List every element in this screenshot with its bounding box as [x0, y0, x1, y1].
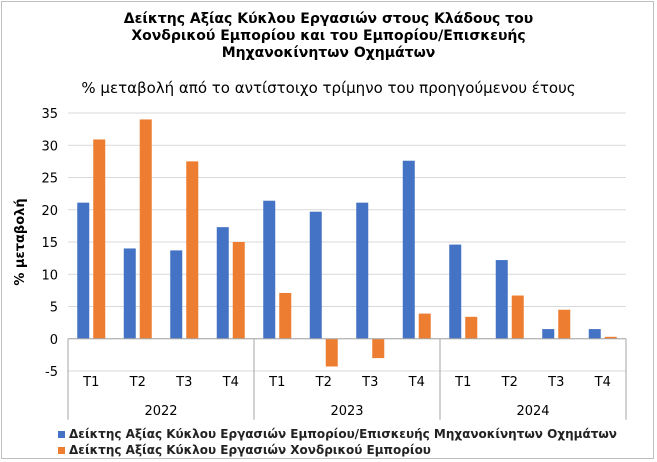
bar-series-2-12 [604, 336, 617, 339]
bar-series-2-8 [418, 313, 431, 339]
legend-label-series-2: Δείκτης Αξίας Κύκλου Εργασιών Χονδρικού … [69, 443, 431, 457]
bar-series-1-9 [449, 244, 462, 339]
chart-legend: Δείκτης Αξίας Κύκλου Εργασιών Εμπορίου/Ε… [58, 426, 617, 458]
x-tick-label: T4 [408, 375, 425, 390]
bar-series-1-2 [123, 248, 136, 339]
bar-series-2-1 [93, 139, 106, 339]
bar-series-2-11 [558, 309, 571, 339]
bar-series-1-5 [263, 200, 276, 339]
bar-series-2-9 [465, 316, 478, 339]
y-tick-label: 25 [41, 172, 58, 187]
x-tick-label: T1 [82, 375, 99, 390]
legend-swatch-series-1 [58, 430, 65, 438]
chart-title-line-1: Δείκτης Αξίας Κύκλου Εργασιών στους Κλάδ… [123, 11, 534, 27]
y-tick-label: 35 [41, 107, 58, 122]
x-tick-label: T2 [501, 375, 518, 390]
bar-series-1-3 [170, 250, 183, 339]
chart-title-line-3: Μηχανοκίνητων Οχημάτων [221, 45, 436, 61]
bar-series-2-7 [372, 338, 385, 359]
bar-series-2-2 [139, 119, 152, 339]
bar-series-2-4 [232, 242, 245, 339]
legend-item-series-1: Δείκτης Αξίας Κύκλου Εργασιών Εμπορίου/Ε… [58, 426, 617, 442]
legend-swatch-series-2 [58, 446, 65, 454]
bar-series-1-7 [356, 202, 369, 339]
x-tick-label: T1 [454, 375, 471, 390]
x-tick-label: T3 [361, 375, 378, 390]
bar-series-1-6 [309, 211, 322, 339]
year-label: 2022 [144, 404, 177, 419]
bar-series-1-4 [216, 227, 229, 339]
chart-subtitle: % μεταβολή από το αντίστοιχο τρίμηνο του… [81, 79, 576, 97]
y-axis-label: % μεταβολή [13, 198, 28, 285]
bar-series-1-8 [402, 160, 415, 339]
bar-series-1-10 [495, 260, 508, 339]
y-tick-label: 20 [41, 204, 58, 219]
x-tick-label: T2 [129, 375, 146, 390]
legend-item-series-2: Δείκτης Αξίας Κύκλου Εργασιών Χονδρικού … [58, 442, 617, 458]
legend-label-series-1: Δείκτης Αξίας Κύκλου Εργασιών Εμπορίου/Ε… [69, 427, 617, 441]
y-tick-label: 5 [50, 301, 58, 316]
bar-series-1-12 [588, 329, 601, 339]
year-label: 2024 [516, 404, 549, 419]
x-tick-label: T2 [315, 375, 332, 390]
y-tick-label: 30 [41, 139, 58, 154]
bar-series-1-11 [542, 329, 555, 339]
bar-series-2-3 [186, 161, 199, 339]
bar-series-2-5 [279, 292, 292, 339]
x-tick-label: T3 [547, 375, 564, 390]
bar-series-2-6 [325, 338, 338, 367]
chart-title: Δείκτης Αξίας Κύκλου Εργασιών στους Κλάδ… [0, 11, 657, 62]
x-tick-label: T1 [268, 375, 285, 390]
x-tick-label: T4 [222, 375, 239, 390]
x-tick-label: T3 [175, 375, 192, 390]
y-tick-label: 10 [41, 268, 58, 283]
y-tick-label: 0 [50, 333, 58, 348]
chart-title-line-2: Χονδρικού Εμπορίου και του Εμπορίου/Επισ… [131, 28, 526, 44]
bar-series-1-1 [77, 202, 90, 339]
y-tick-label: -5 [45, 365, 58, 380]
x-tick-label: T4 [594, 375, 611, 390]
year-label: 2023 [330, 404, 363, 419]
y-tick-label: 15 [41, 236, 58, 251]
bar-series-2-10 [511, 295, 524, 339]
